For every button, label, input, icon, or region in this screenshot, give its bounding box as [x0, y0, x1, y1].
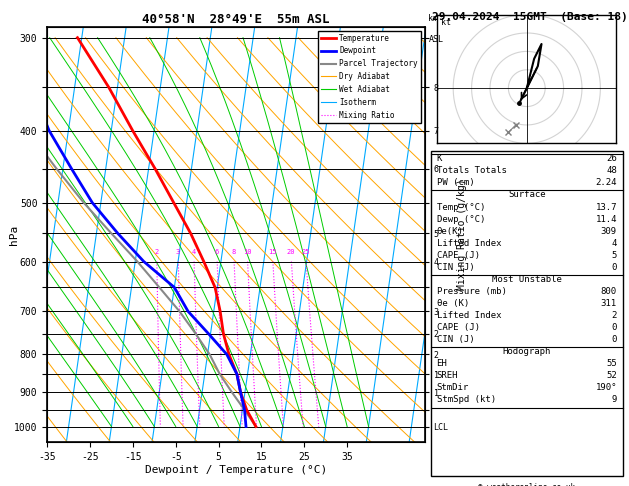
Text: Totals Totals: Totals Totals [437, 166, 506, 175]
Text: © weatheronline.co.uk: © weatheronline.co.uk [478, 483, 576, 486]
Text: ASL: ASL [428, 35, 443, 44]
Text: 11.4: 11.4 [596, 215, 617, 224]
Text: 311: 311 [601, 299, 617, 308]
Text: 800: 800 [601, 287, 617, 296]
Text: 26: 26 [606, 154, 617, 163]
Text: 2.24: 2.24 [596, 178, 617, 188]
Text: Dewp (°C): Dewp (°C) [437, 215, 485, 224]
Y-axis label: Mixing Ratio (g/kg): Mixing Ratio (g/kg) [457, 179, 467, 290]
Text: 190°: 190° [596, 383, 617, 392]
Text: CIN (J): CIN (J) [437, 335, 474, 344]
Text: Lifted Index: Lifted Index [437, 239, 501, 248]
Text: 4: 4 [611, 239, 617, 248]
Text: CIN (J): CIN (J) [437, 263, 474, 272]
Text: 2: 2 [611, 311, 617, 320]
Text: PW (cm): PW (cm) [437, 178, 474, 188]
Text: 55: 55 [606, 359, 617, 368]
Text: 13.7: 13.7 [596, 203, 617, 211]
Text: CAPE (J): CAPE (J) [437, 251, 480, 260]
Text: hPa: hPa [9, 225, 19, 244]
Text: Surface: Surface [508, 191, 545, 199]
Text: Hodograph: Hodograph [503, 347, 551, 356]
Text: 0: 0 [611, 335, 617, 344]
Text: 9: 9 [611, 396, 617, 404]
Legend: Temperature, Dewpoint, Parcel Trajectory, Dry Adiabat, Wet Adiabat, Isotherm, Mi: Temperature, Dewpoint, Parcel Trajectory… [318, 31, 421, 122]
Text: 309: 309 [601, 226, 617, 236]
Text: Lifted Index: Lifted Index [437, 311, 501, 320]
Text: 6: 6 [215, 249, 219, 255]
Text: 5: 5 [611, 251, 617, 260]
Text: SREH: SREH [437, 371, 458, 381]
Text: Pressure (mb): Pressure (mb) [437, 287, 506, 296]
Text: kt: kt [441, 18, 451, 27]
Text: 0: 0 [611, 263, 617, 272]
Text: Temp (°C): Temp (°C) [437, 203, 485, 211]
Text: EH: EH [437, 359, 447, 368]
Text: 3: 3 [176, 249, 181, 255]
Text: 10: 10 [243, 249, 252, 255]
Text: 25: 25 [301, 249, 310, 255]
Text: θe (K): θe (K) [437, 299, 469, 308]
Text: 29.04.2024  15GMT  (Base: 18): 29.04.2024 15GMT (Base: 18) [432, 12, 628, 22]
X-axis label: Dewpoint / Temperature (°C): Dewpoint / Temperature (°C) [145, 465, 327, 475]
Text: 0: 0 [611, 323, 617, 332]
Text: CAPE (J): CAPE (J) [437, 323, 480, 332]
Title: 40°58'N  28°49'E  55m ASL: 40°58'N 28°49'E 55m ASL [142, 13, 330, 26]
Text: Most Unstable: Most Unstable [492, 275, 562, 284]
Text: StmSpd (kt): StmSpd (kt) [437, 396, 496, 404]
Text: 8: 8 [231, 249, 236, 255]
Text: 20: 20 [287, 249, 295, 255]
Text: 4: 4 [192, 249, 196, 255]
Text: 48: 48 [606, 166, 617, 175]
Text: θe(K): θe(K) [437, 226, 464, 236]
Text: 15: 15 [269, 249, 277, 255]
Text: 52: 52 [606, 371, 617, 381]
Text: km: km [428, 14, 438, 22]
Text: StmDir: StmDir [437, 383, 469, 392]
Text: 2: 2 [155, 249, 159, 255]
Text: K: K [437, 154, 442, 163]
